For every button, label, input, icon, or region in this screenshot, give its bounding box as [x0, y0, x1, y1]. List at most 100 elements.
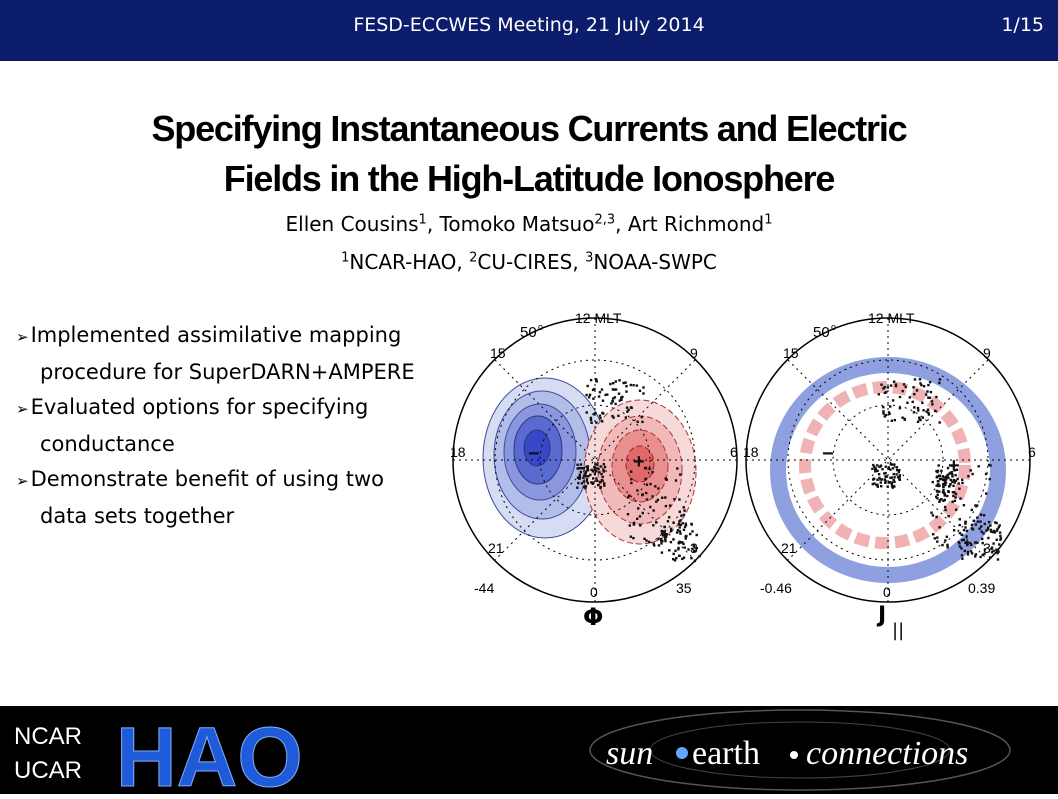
data-point-marker [636, 420, 639, 423]
data-point-marker [965, 535, 968, 538]
data-point-marker [578, 477, 581, 480]
data-point-marker [901, 389, 904, 393]
data-point-marker [961, 557, 964, 560]
data-point-marker [921, 401, 924, 404]
negative-contour [523, 429, 551, 467]
data-point-marker [582, 467, 586, 470]
positive-contour [625, 445, 655, 483]
data-point-marker [885, 475, 888, 478]
data-point-marker [586, 384, 589, 388]
author-matsuo-affil: 2,3 [594, 212, 616, 228]
data-point-marker [652, 524, 655, 527]
data-point-marker [625, 385, 628, 388]
data-point-marker [668, 549, 671, 552]
data-point-marker [604, 393, 607, 397]
data-point-marker [664, 539, 667, 543]
data-point-marker [989, 524, 992, 527]
data-point-marker [947, 490, 950, 493]
data-point-marker [883, 478, 887, 481]
data-point-marker [906, 401, 909, 404]
data-point-marker [660, 551, 664, 554]
data-point-marker [578, 466, 581, 470]
data-point-marker [884, 480, 887, 483]
data-point-marker [965, 540, 969, 544]
data-point-marker [935, 484, 938, 487]
data-point-marker [904, 385, 907, 388]
data-point-marker [947, 515, 950, 518]
data-point-marker [585, 411, 588, 414]
data-point-marker [955, 508, 958, 511]
data-point-marker [993, 531, 997, 534]
data-point-marker [883, 472, 886, 475]
data-point-marker [682, 556, 686, 559]
data-point-marker [629, 406, 633, 409]
data-point-marker [896, 476, 900, 479]
data-point-marker [637, 507, 640, 510]
data-point-marker [628, 524, 631, 527]
data-point-marker [601, 475, 604, 479]
data-point-marker [879, 478, 882, 481]
data-point-marker [872, 477, 876, 480]
hour-label: 6 [730, 444, 738, 460]
data-point-marker [940, 477, 943, 481]
earth-dot-icon [790, 751, 798, 759]
data-point-marker [938, 477, 942, 481]
data-point-marker [887, 467, 890, 470]
data-point-marker [662, 534, 665, 537]
scale-zero: 0 [883, 584, 891, 600]
data-point-marker [917, 409, 920, 412]
data-point-marker [950, 464, 954, 467]
hour-label: 21 [781, 540, 797, 556]
data-point-marker [990, 547, 993, 551]
data-point-marker [983, 522, 986, 526]
data-point-marker [969, 469, 972, 472]
data-point-marker [626, 410, 629, 413]
caption-j: J [876, 603, 886, 628]
data-point-marker [629, 535, 632, 538]
data-point-marker [981, 541, 984, 545]
data-point-marker [960, 547, 963, 550]
data-point-marker [916, 406, 920, 410]
data-point-marker [595, 479, 599, 482]
data-point-marker [887, 411, 891, 414]
affiliation-list: 1NCAR-HAO, 2CU-CIRES, 3NOAA-SWPC [0, 250, 1058, 274]
data-point-marker [633, 522, 636, 526]
data-point-marker [593, 472, 597, 475]
data-point-marker [935, 476, 938, 479]
data-point-marker [885, 391, 888, 394]
data-point-marker [678, 498, 681, 501]
data-point-marker [683, 546, 686, 549]
data-point-marker [963, 549, 966, 553]
data-point-marker [679, 473, 682, 476]
data-point-marker [584, 485, 588, 488]
data-point-marker [603, 484, 606, 487]
data-point-marker [594, 412, 597, 415]
data-point-marker [928, 381, 932, 384]
data-point-marker [678, 510, 681, 513]
data-point-marker [630, 478, 633, 481]
data-point-marker [877, 393, 880, 396]
data-point-marker [676, 467, 679, 470]
arrow-bullet-icon: ➢ [16, 472, 29, 490]
data-point-marker [978, 527, 981, 530]
data-point-marker [693, 550, 697, 553]
data-point-marker [620, 398, 623, 401]
data-point-marker [954, 496, 957, 499]
data-point-marker [931, 403, 934, 406]
data-point-marker [974, 553, 978, 556]
data-point-marker [894, 384, 898, 388]
data-point-marker [683, 509, 686, 512]
data-point-marker [944, 478, 948, 481]
data-point-marker [679, 523, 683, 527]
latitude-label: 50 [813, 324, 830, 341]
ucar-label: UCAR [14, 757, 82, 784]
data-point-marker [601, 411, 604, 415]
data-point-marker [621, 395, 624, 399]
data-point-marker [970, 552, 974, 555]
data-point-marker [632, 384, 635, 387]
data-point-marker [956, 477, 959, 481]
data-point-marker [996, 527, 999, 531]
data-point-marker [653, 544, 656, 547]
data-point-marker [937, 484, 940, 488]
data-point-marker [657, 544, 661, 547]
